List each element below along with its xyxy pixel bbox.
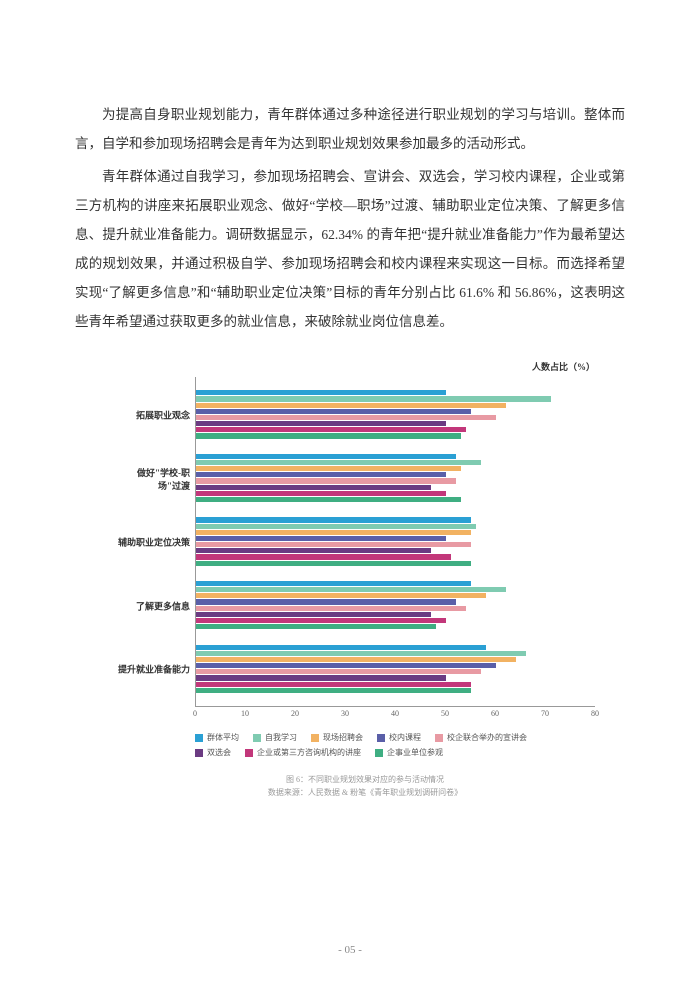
legend-item: 现场招聘会	[311, 731, 363, 745]
legend-label: 自我学习	[265, 731, 297, 745]
x-axis: 01020304050607080	[195, 707, 595, 723]
legend-item: 双选会	[195, 746, 231, 760]
chart-bar	[196, 517, 471, 522]
chart-bar	[196, 421, 446, 426]
chart-bar	[196, 675, 446, 680]
chart-category-label: 拓展职业观念	[116, 408, 196, 421]
chart-bar	[196, 581, 471, 586]
chart-bar	[196, 497, 461, 502]
chart-bar	[196, 606, 466, 611]
chart-bar	[196, 536, 446, 541]
x-tick: 20	[291, 709, 299, 718]
legend-swatch	[377, 734, 385, 742]
chart-bar	[196, 396, 551, 401]
chart-category-group: 提升就业准备能力	[196, 645, 595, 695]
caption-line-2: 数据来源：人民数据 & 粉笔《青年职业规划调研问卷》	[115, 787, 615, 800]
chart-bar	[196, 682, 471, 687]
chart-bar	[196, 612, 431, 617]
chart-bar	[196, 403, 506, 408]
legend-label: 校内课程	[389, 731, 421, 745]
legend-item: 企事业单位参观	[375, 746, 443, 760]
chart-bar	[196, 561, 471, 566]
chart-bar	[196, 427, 466, 432]
x-tick: 30	[341, 709, 349, 718]
chart-bar	[196, 454, 456, 459]
chart-bar	[196, 618, 446, 623]
chart-bar	[196, 599, 456, 604]
page-number: - 05 -	[0, 944, 700, 956]
paragraph-2: 青年群体通过自我学习，参加现场招聘会、宣讲会、双选会，学习校内课程，企业或第三方…	[75, 162, 625, 336]
legend-label: 校企联合举办的宣讲会	[447, 731, 527, 745]
legend-swatch	[435, 734, 443, 742]
chart-bar	[196, 415, 496, 420]
legend-label: 双选会	[207, 746, 231, 760]
legend-swatch	[195, 734, 203, 742]
legend-item: 校企联合举办的宣讲会	[435, 731, 527, 745]
x-tick: 60	[491, 709, 499, 718]
chart-bar	[196, 460, 481, 465]
chart-caption: 图 6：不同职业规划效果对应的参与活动情况 数据来源：人民数据 & 粉笔《青年职…	[115, 774, 615, 800]
chart-bar	[196, 651, 526, 656]
chart-bar	[196, 554, 451, 559]
chart-bar	[196, 491, 446, 496]
caption-line-1: 图 6：不同职业规划效果对应的参与活动情况	[115, 774, 615, 787]
legend-item: 群体平均	[195, 731, 239, 745]
legend-item: 自我学习	[253, 731, 297, 745]
legend-swatch	[195, 749, 203, 757]
chart-bar	[196, 688, 471, 693]
legend-label: 企事业单位参观	[387, 746, 443, 760]
x-tick: 70	[541, 709, 549, 718]
legend-label: 现场招聘会	[323, 731, 363, 745]
legend-label: 企业或第三方咨询机构的讲座	[257, 746, 361, 760]
legend-label: 群体平均	[207, 731, 239, 745]
chart-bar	[196, 478, 456, 483]
chart-category-group: 拓展职业观念	[196, 390, 595, 440]
chart-category-group: 辅助职业定位决策	[196, 517, 595, 567]
chart-bar	[196, 587, 506, 592]
legend-swatch	[375, 749, 383, 757]
chart-y-label: 人数占比（%）	[115, 360, 615, 373]
chart-bar	[196, 645, 486, 650]
chart-bar	[196, 485, 431, 490]
x-tick: 50	[441, 709, 449, 718]
x-tick: 40	[391, 709, 399, 718]
chart-bar	[196, 466, 461, 471]
chart-category-group: 做好"学校-职场"过渡	[196, 454, 595, 504]
legend-item: 校内课程	[377, 731, 421, 745]
chart-bar	[196, 409, 471, 414]
chart-category-label: 做好"学校-职场"过渡	[116, 466, 196, 492]
chart-bar	[196, 657, 516, 662]
chart-bar	[196, 663, 496, 668]
legend-swatch	[253, 734, 261, 742]
x-tick: 80	[591, 709, 599, 718]
chart-bar	[196, 669, 481, 674]
chart-bar	[196, 593, 486, 598]
chart-container: 人数占比（%） 拓展职业观念做好"学校-职场"过渡辅助职业定位决策了解更多信息提…	[115, 360, 615, 799]
chart-category-label: 提升就业准备能力	[116, 663, 196, 676]
chart-bar	[196, 390, 446, 395]
chart-bar	[196, 548, 431, 553]
chart-category-label: 了解更多信息	[116, 599, 196, 612]
legend-swatch	[311, 734, 319, 742]
chart-bar	[196, 542, 471, 547]
chart-bar	[196, 530, 471, 535]
chart-legend: 群体平均 自我学习 现场招聘会 校内课程 校企联合举办的宣讲会双选会 企业或第三方咨询机构…	[195, 731, 615, 760]
legend-item: 企业或第三方咨询机构的讲座	[245, 746, 361, 760]
legend-swatch	[245, 749, 253, 757]
chart-bar	[196, 472, 446, 477]
chart-bar	[196, 433, 461, 438]
hbar-chart: 拓展职业观念做好"学校-职场"过渡辅助职业定位决策了解更多信息提升就业准备能力	[195, 377, 595, 707]
chart-category-group: 了解更多信息	[196, 581, 595, 631]
chart-category-label: 辅助职业定位决策	[116, 536, 196, 549]
chart-bar	[196, 624, 436, 629]
paragraph-1: 为提高自身职业规划能力，青年群体通过多种途径进行职业规划的学习与培训。整体而言，…	[75, 100, 625, 158]
x-tick: 10	[241, 709, 249, 718]
chart-bar	[196, 524, 476, 529]
x-tick: 0	[193, 709, 197, 718]
